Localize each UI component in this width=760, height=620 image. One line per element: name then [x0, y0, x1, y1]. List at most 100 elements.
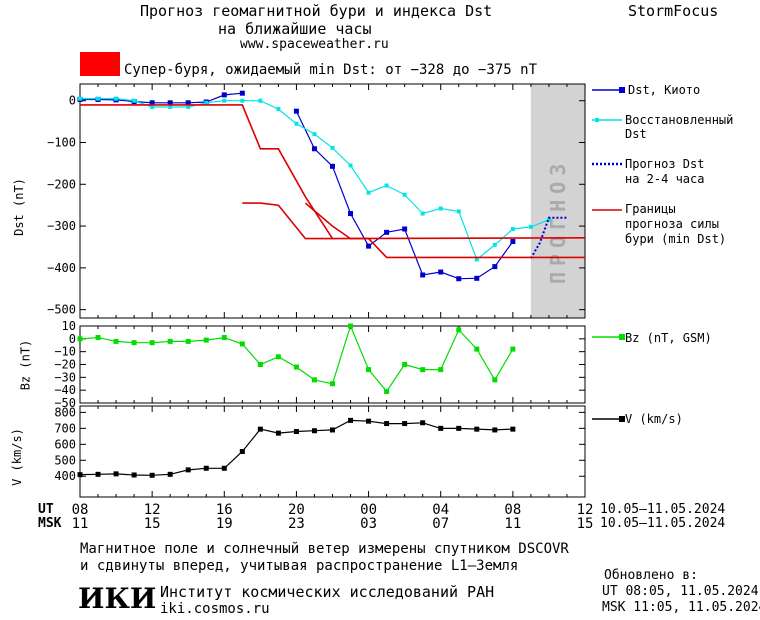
- dst-kyoto-point: [366, 243, 372, 249]
- site-url[interactable]: www.spaceweather.ru: [240, 37, 389, 52]
- footer-note-line2: и сдвинуты вперед, учитывая распростране…: [80, 558, 519, 574]
- msk-tick-label: 15: [144, 516, 161, 532]
- y-tick-label: −40: [54, 383, 76, 397]
- dst-kyoto-point: [402, 226, 408, 232]
- restored-dst-point: [528, 224, 533, 229]
- restored-dst-point: [420, 211, 425, 216]
- msk-tick-label: 07: [432, 516, 449, 532]
- y-tick-label: −300: [47, 219, 76, 233]
- bz-point: [293, 364, 299, 370]
- restored-dst-point: [402, 192, 407, 197]
- v-point: [311, 428, 317, 434]
- restored-dst-point: [546, 217, 551, 222]
- y-tick-label: 500: [54, 453, 76, 467]
- bz-point: [366, 367, 372, 373]
- dst-kyoto-point: [474, 275, 480, 281]
- dst-kyoto-point: [330, 163, 335, 169]
- legend-bounds-2: прогноза силы: [625, 217, 719, 231]
- dst-kyoto-point: [149, 100, 155, 106]
- panel-frame: [79, 405, 586, 498]
- institute-url[interactable]: iki.cosmos.ru: [160, 601, 270, 617]
- date-ut: 10.05–11.05.2024: [600, 502, 726, 517]
- v-point: [474, 426, 480, 432]
- v-point: [402, 421, 408, 427]
- v-point: [95, 471, 101, 477]
- bz-point: [77, 336, 83, 342]
- bz-line: [79, 324, 514, 393]
- v-point: [149, 472, 155, 478]
- bz-point: [438, 367, 444, 373]
- y-tick-label: −50: [54, 396, 76, 410]
- msk-tick-label: 11: [504, 516, 521, 532]
- dst-kyoto-point: [348, 211, 354, 217]
- msk-tick-label: 15: [577, 516, 594, 532]
- ut-label: UT: [38, 502, 54, 517]
- restored-dst-point: [276, 107, 281, 112]
- bz-point: [95, 335, 101, 341]
- ut-tick-label: 20: [288, 502, 305, 518]
- dst-kyoto-point: [456, 276, 462, 282]
- legend-bounds-1: Границы: [625, 202, 676, 216]
- forecast-zone: [530, 84, 585, 318]
- v-point: [239, 449, 245, 454]
- legend-dst-kyoto-marker: [619, 87, 625, 93]
- bz-point: [348, 323, 354, 329]
- restored-dst-point: [294, 121, 299, 126]
- chart-title-line1: Прогноз геомагнитной бури и индекса Dst: [140, 2, 493, 20]
- time-axis: 08 12 16 20 00 04 08 12 11 15 19 23 03 07 11 15: [72, 502, 594, 532]
- legend-restored-2: Dst: [625, 127, 647, 141]
- dst-kyoto-point: [311, 146, 317, 152]
- y-tick-label: −30: [54, 370, 76, 384]
- bz-point: [275, 354, 281, 360]
- dst-kyoto-point: [221, 92, 227, 98]
- y-tick-label: 700: [54, 421, 76, 435]
- legend-forecast-1: Прогноз Dst: [625, 157, 705, 171]
- v-point: [257, 426, 263, 432]
- y-tick-label: 600: [54, 437, 76, 451]
- bz-point: [185, 338, 191, 344]
- restored-dst-point: [204, 100, 209, 105]
- bz-point: [311, 377, 317, 383]
- v-point: [131, 472, 137, 478]
- v-point: [275, 430, 281, 436]
- msk-tick-label: 19: [216, 516, 233, 532]
- bz-point: [456, 327, 462, 333]
- v-point: [420, 420, 426, 426]
- y-tick-label: 10: [62, 319, 76, 333]
- storm-banner-text: Супер-буря, ожидаемый min Dst: от −328 д…: [124, 62, 538, 78]
- bz-axis-label: Bz (nT): [18, 339, 33, 391]
- footer-note-line1: Магнитное поле и солнечный ветер измерен…: [80, 541, 569, 557]
- legend: [592, 87, 625, 422]
- v-point: [366, 418, 372, 424]
- ut-tick-label: 08: [72, 502, 89, 518]
- v-point: [456, 425, 462, 431]
- v-axis-label: V (km/s): [9, 428, 24, 486]
- restored-dst-point: [312, 132, 317, 137]
- bz-point: [402, 362, 408, 367]
- dst-kyoto-point: [239, 90, 245, 96]
- restored-dst-point: [438, 206, 443, 211]
- legend-dst-kyoto: Dst, Киото: [628, 83, 701, 97]
- restored-dst-line: [80, 98, 550, 261]
- msk-tick-label: 03: [360, 516, 377, 532]
- v-point: [203, 465, 209, 471]
- restored-dst-point: [492, 242, 497, 247]
- legend-bz: Bz (nT, GSM): [625, 331, 712, 345]
- v-point: [492, 427, 498, 433]
- restored-dst-point: [240, 98, 245, 103]
- y-tick-label: 800: [54, 405, 76, 419]
- dst-axis-label: Dst (nT): [11, 178, 26, 236]
- ut-tick-label: 16: [216, 502, 233, 518]
- iki-logo: ИКИ: [78, 582, 157, 615]
- restored-dst-point: [96, 96, 101, 101]
- dst-kyoto-point: [167, 100, 173, 106]
- ut-tick-label: 00: [360, 502, 377, 518]
- date-msk: 10.05–11.05.2024: [600, 516, 726, 531]
- dst-kyoto-point: [438, 269, 444, 275]
- bz-point: [257, 362, 263, 367]
- v-line: [79, 419, 513, 476]
- v-point: [77, 472, 83, 478]
- msk-tick-label: 11: [72, 516, 89, 532]
- legend-v-marker: [619, 416, 625, 422]
